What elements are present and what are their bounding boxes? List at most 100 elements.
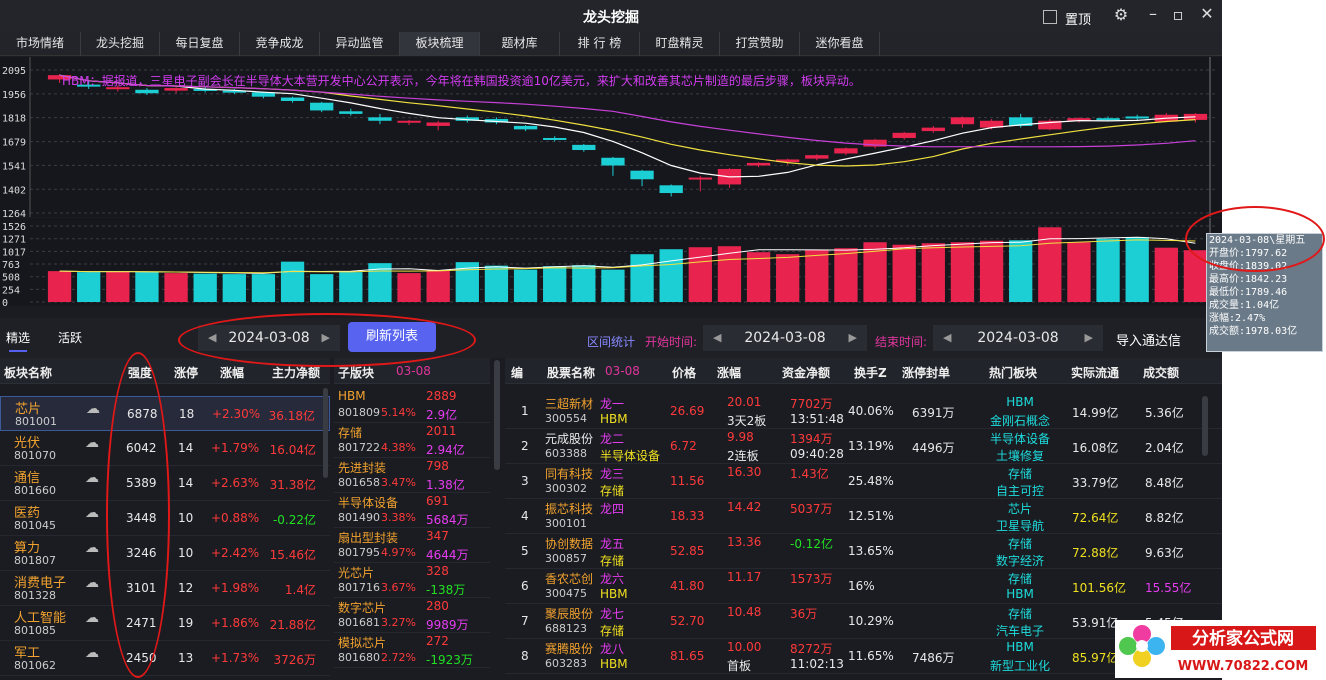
subsector-name[interactable]: 光芯片 [338, 566, 375, 580]
tab-0[interactable]: 市场情绪 [0, 32, 81, 56]
cloud-download-icon[interactable]: ☁ [85, 540, 99, 556]
subsector-name[interactable]: 模拟芯片 [338, 636, 387, 650]
cloud-download-icon[interactable]: ☁ [85, 645, 99, 661]
start-next-icon[interactable]: ▶ [848, 331, 857, 344]
pin-checkbox[interactable] [1043, 10, 1057, 24]
stock-scrollbar[interactable] [1202, 396, 1208, 456]
sector-name[interactable]: 医药 [14, 506, 41, 521]
sector-row[interactable]: 芯片 801001 ☁ 6878 18 +2.30% 36.18亿 [0, 396, 330, 431]
subsector-row[interactable]: 扇出型封装 801795 4.97% 347 4644万 [334, 528, 490, 563]
subsector-row[interactable]: 存储 801722 4.38% 2011 2.94亿 [334, 423, 490, 458]
sector-name[interactable]: 算力 [14, 541, 41, 556]
start-prev-icon[interactable]: ◀ [713, 331, 722, 344]
tab-2[interactable]: 每日复盘 [160, 32, 240, 56]
col-amount[interactable]: 成交额 [1143, 366, 1180, 380]
subsector-name[interactable]: 先进封装 [338, 461, 387, 475]
stock-name[interactable]: 香农芯创 [545, 572, 594, 586]
sector-scrollbar[interactable] [323, 388, 328, 478]
volume-chart[interactable]: 1526 1271 1017 763 508 254 0 [0, 218, 1222, 309]
stock-row[interactable]: 4 振芯科技 300101 龙四 18.33 14.42 5037万 12.51% 芯片 卫星导航… [505, 499, 1222, 534]
tab-selected[interactable]: 精选 [6, 331, 31, 352]
sector-name[interactable]: 军工 [14, 646, 41, 661]
stock-row[interactable]: 8 赛腾股份 603283 龙八 HBM 81.65 10.00 首板 8272万 11:02:1… [505, 639, 1222, 674]
col-change[interactable]: 涨幅 [717, 366, 742, 380]
cloud-download-icon[interactable]: ☁ [85, 505, 99, 521]
tab-3[interactable]: 竞争成龙 [240, 32, 320, 56]
stock-row[interactable]: 2 元成股份 603388 龙二 半导体设备 6.72 9.98 2连板 1394万 09:40:… [505, 429, 1222, 464]
cloud-download-icon[interactable]: ☁ [85, 610, 99, 626]
sector-name[interactable]: 人工智能 [14, 611, 67, 626]
stock-name[interactable]: 振芯科技 [545, 502, 594, 516]
range-stat-label[interactable]: 区间统计 [587, 335, 636, 349]
subsector-row[interactable]: 数字芯片 801681 3.27% 280 9989万 [334, 598, 490, 633]
sector-row[interactable]: 人工智能 801085 ☁ 2471 19 +1.86% 21.88亿 [0, 606, 330, 641]
sector-name[interactable]: 光伏 [14, 436, 41, 451]
start-date-picker[interactable]: ◀ 2024-03-08 ▶ [703, 325, 867, 351]
pin-label[interactable]: 置顶 [1065, 13, 1092, 28]
cloud-download-icon[interactable]: ☁ [85, 575, 99, 591]
col-net-inflow[interactable]: 主力净额 [272, 366, 321, 380]
export-button[interactable]: 导入通达信 [1116, 334, 1182, 349]
sector-name[interactable]: 芯片 [15, 402, 42, 417]
stock-net: 1.43亿 [790, 467, 829, 481]
col-subsector[interactable]: 子版块 [338, 366, 375, 380]
sector-row[interactable]: 军工 801062 ☁ 2450 13 +1.73% 3726万 [0, 641, 330, 676]
stock-row[interactable]: 6 香农芯创 300475 龙六 HBM 41.80 11.17 1573万 16% 存储 HBM 1… [505, 569, 1222, 604]
stock-name[interactable]: 聚辰股份 [545, 607, 594, 621]
stock-name[interactable]: 元成股份 [545, 432, 594, 446]
stock-name[interactable]: 协创数据 [545, 537, 594, 551]
stock-row[interactable]: 3 同有科技 300302 龙三 存储 11.56 16.30 1.43亿 25.48% 存储 自主… [505, 464, 1222, 499]
cloud-download-icon[interactable]: ☁ [85, 435, 99, 451]
col-float[interactable]: 实际流通 [1071, 366, 1120, 380]
col-net[interactable]: 资金净额 [782, 366, 831, 380]
subsector-name[interactable]: HBM [338, 389, 366, 403]
subsector-row[interactable]: 先进封装 801658 3.47% 798 1.38亿 [334, 458, 490, 493]
col-stock-name[interactable]: 股票名称 [547, 366, 596, 380]
subsector-row[interactable]: 模拟芯片 801680 2.72% 272 -1923万 [334, 633, 490, 668]
subsector-row[interactable]: HBM 801809 5.14% 2889 2.9亿 [334, 388, 490, 423]
stock-name[interactable]: 三超新材 [545, 397, 594, 411]
tab-4[interactable]: 异动监管 [320, 32, 400, 56]
stock-hot-sector-2: 新型工业化 [989, 659, 1050, 673]
sector-name[interactable]: 消费电子 [14, 576, 67, 591]
subsector-row[interactable]: 光芯片 801716 3.67% 328 -138万 [334, 563, 490, 598]
col-change[interactable]: 涨幅 [220, 366, 245, 380]
subsector-scrollbar[interactable] [494, 360, 500, 470]
cloud-download-icon[interactable]: ☁ [85, 470, 99, 486]
tab-6[interactable]: 题材库 [480, 32, 560, 56]
kline-chart[interactable]: 2095 1956 1818 1679 1541 1402 1264 HBM：据报道，三星电… [0, 57, 1222, 220]
tab-7[interactable]: 排 行 榜 [560, 32, 640, 56]
col-sector-name[interactable]: 板块名称 [4, 366, 53, 380]
col-turnover[interactable]: 换手Z [854, 366, 887, 380]
stock-float: 16.08亿 [1072, 441, 1119, 455]
stock-row[interactable]: 5 协创数据 300857 龙五 存储 52.85 13.36 -0.12亿 13.65% 存储数… [505, 534, 1222, 569]
close-icon[interactable]: ✕ [1200, 4, 1214, 23]
stock-row[interactable]: 1 三超新材 300554 龙一 HBM 26.69 20.01 3天2板 7702万 13:51… [505, 394, 1222, 429]
subsector-name[interactable]: 数字芯片 [338, 601, 387, 615]
maximize-icon[interactable]: ▫ [1172, 5, 1184, 24]
subsector-row[interactable]: 半导体设备 801490 3.38% 691 5684万 [334, 493, 490, 528]
tab-active[interactable]: 活跃 [58, 331, 83, 345]
stock-name[interactable]: 赛腾股份 [545, 642, 594, 656]
end-prev-icon[interactable]: ◀ [943, 331, 952, 344]
subsector-name[interactable]: 存储 [338, 426, 363, 440]
end-date-picker[interactable]: ◀ 2024-03-08 ▶ [933, 325, 1103, 351]
subsector-name[interactable]: 半导体设备 [338, 496, 399, 510]
sector-name[interactable]: 通信 [14, 471, 41, 486]
subsector-name[interactable]: 扇出型封装 [338, 531, 399, 545]
tab-8[interactable]: 盯盘精灵 [640, 32, 720, 56]
col-seal[interactable]: 涨停封单 [902, 366, 951, 380]
tab-9[interactable]: 打赏赞助 [720, 32, 800, 56]
tab-10[interactable]: 迷你看盘 [800, 32, 880, 56]
col-hot-sector[interactable]: 热门板块 [989, 366, 1038, 380]
col-price[interactable]: 价格 [672, 366, 697, 380]
stock-name[interactable]: 同有科技 [545, 467, 594, 481]
tab-1[interactable]: 龙头挖掘 [81, 32, 160, 56]
col-no[interactable]: 编 [511, 366, 524, 380]
col-limit-up[interactable]: 涨停 [174, 366, 199, 380]
cloud-download-icon[interactable]: ☁ [86, 401, 100, 417]
end-next-icon[interactable]: ▶ [1084, 331, 1093, 344]
minimize-icon[interactable]: – [1149, 4, 1157, 23]
gear-icon[interactable]: ⚙ [1113, 5, 1129, 24]
tab-5[interactable]: 板块梳理 [400, 32, 480, 56]
